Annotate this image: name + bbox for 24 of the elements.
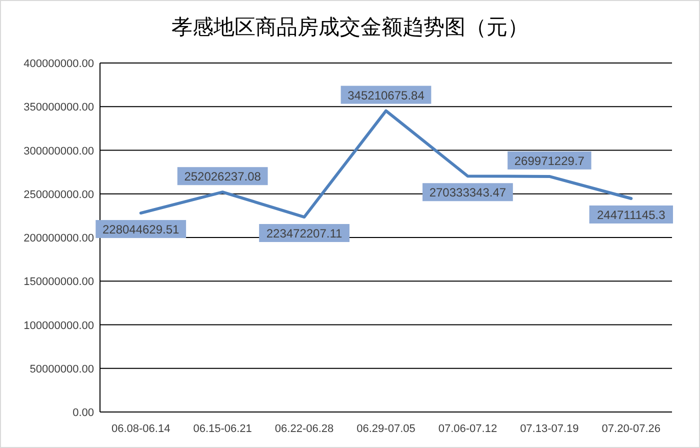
y-tick-label: 50000000.00 — [30, 363, 94, 376]
y-tick-label: 400000000.00 — [24, 58, 94, 70]
y-tick-label: 200000000.00 — [24, 232, 94, 244]
x-tick-label: 06.29-07.05 — [356, 423, 416, 435]
data-label: 252026237.08 — [184, 170, 262, 184]
data-label: 244711145.3 — [596, 208, 666, 222]
x-tick-label: 06.15-06.21 — [193, 423, 252, 435]
y-tick-label: 300000000.00 — [24, 145, 94, 158]
title: 孝感地区商品房成交金额趋势图（元） — [172, 15, 528, 39]
x-tick-label: 06.22-06.28 — [274, 423, 334, 435]
x-tick-label: 07.13-07.19 — [520, 423, 579, 435]
y-tick-label: 250000000.00 — [24, 188, 94, 201]
data-label: 270333343.47 — [429, 186, 506, 200]
x-tick-label: 07.20-07.26 — [602, 423, 660, 435]
x-tick-label: 06.08-06.14 — [112, 423, 170, 435]
y-tick-label: 150000000.00 — [24, 276, 94, 288]
x-tick-label: 07.06-07.12 — [438, 423, 498, 435]
y-tick-label: 0.00 — [72, 407, 94, 419]
y-tick-label: 350000000.00 — [24, 102, 94, 114]
data-label: 269971229.7 — [514, 154, 585, 168]
y-tick-label: 100000000.00 — [24, 320, 94, 332]
data-label: 223472207.11 — [266, 226, 343, 241]
data-label: 345210675.84 — [348, 88, 425, 102]
data-label: 228044629.51 — [102, 222, 180, 237]
